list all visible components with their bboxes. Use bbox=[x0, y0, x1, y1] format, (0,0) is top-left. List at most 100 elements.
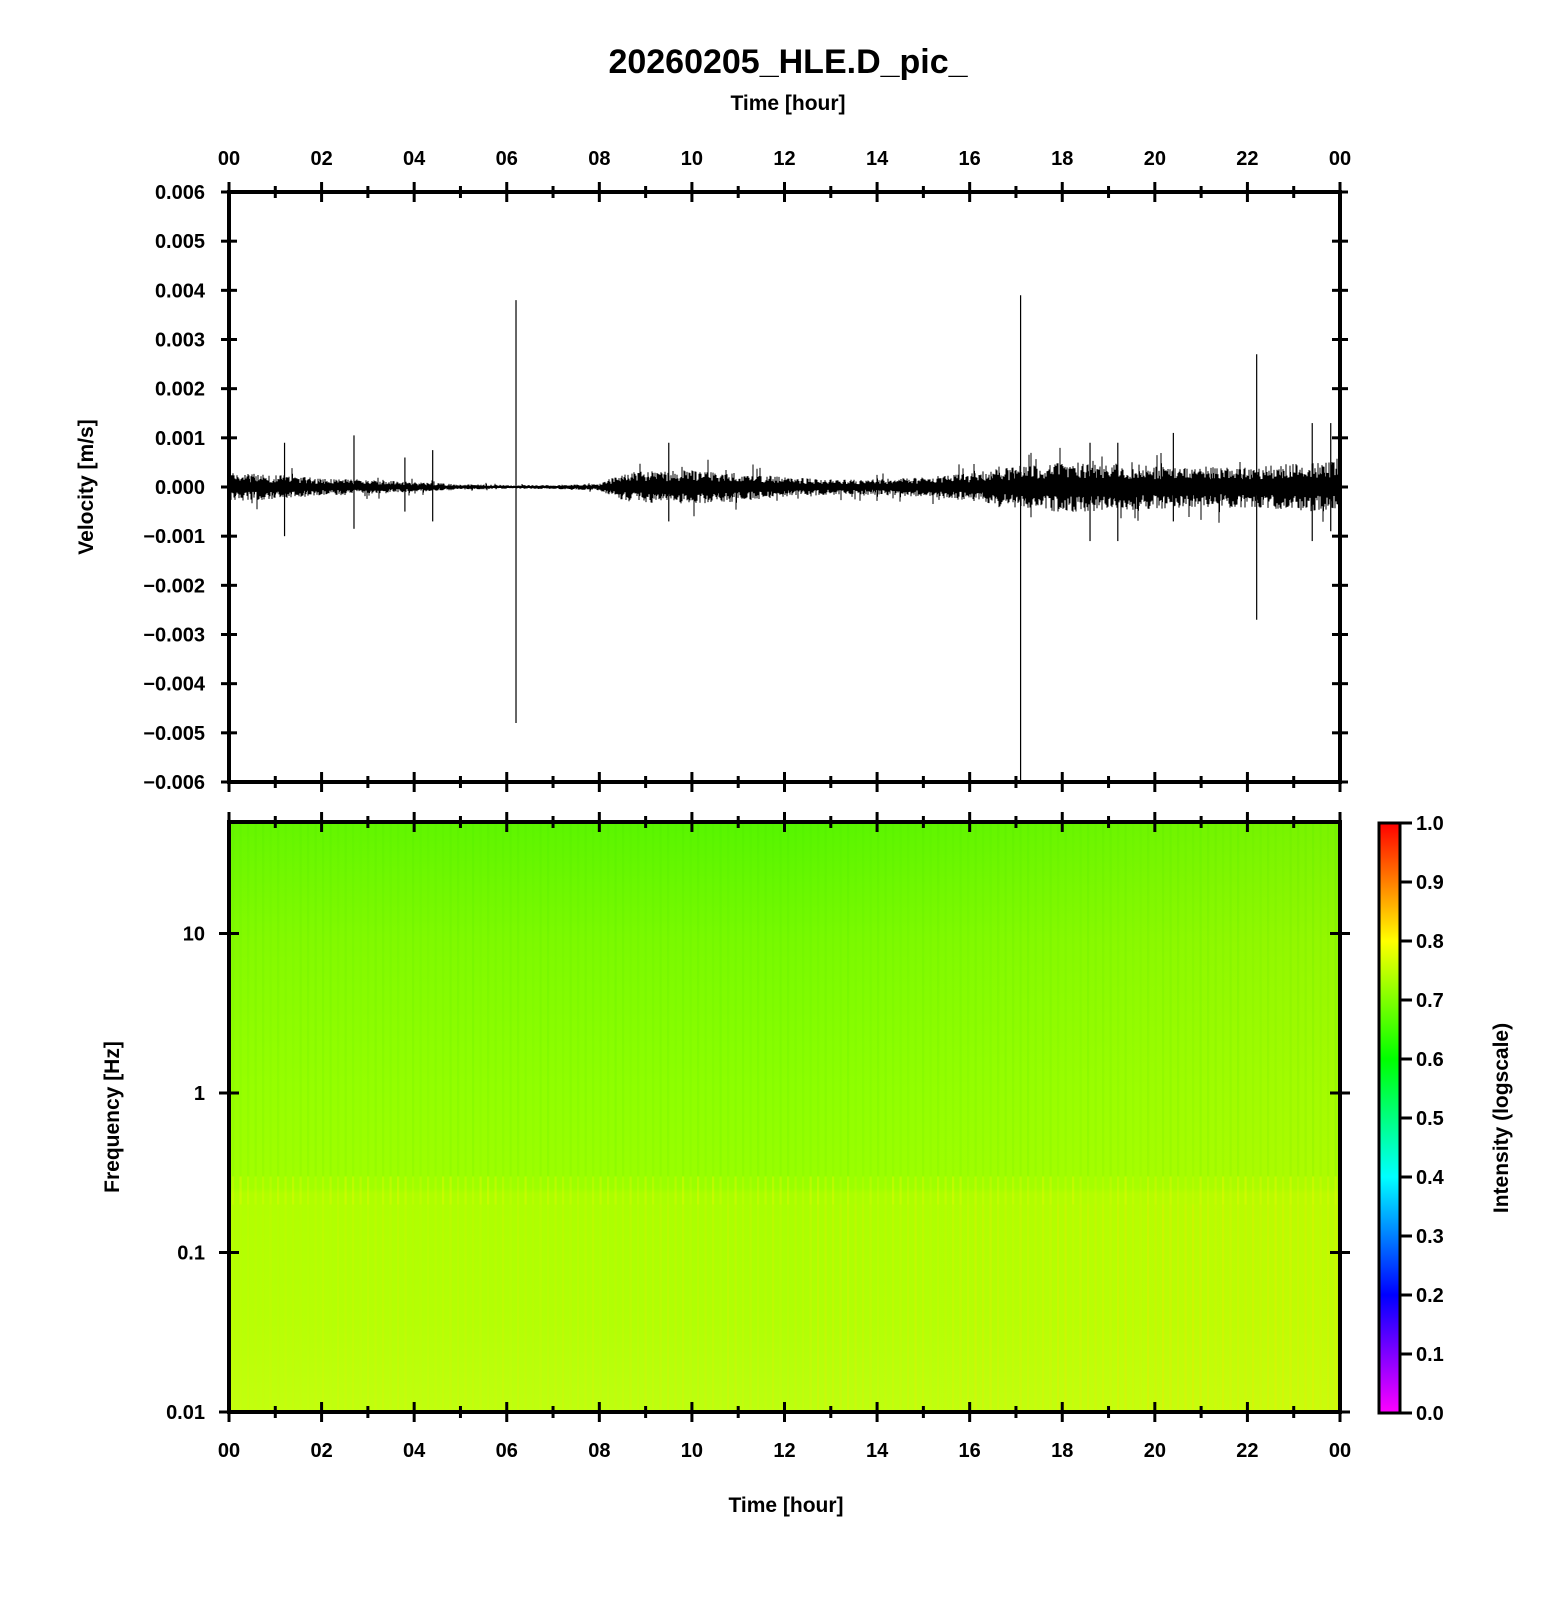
spectrogram-stripe bbox=[247, 822, 250, 1177]
spectrogram-stripe bbox=[434, 1176, 437, 1205]
spectrogram-stripe bbox=[884, 1176, 887, 1205]
spectrogram-stripe bbox=[907, 1176, 910, 1205]
spectrogram-stripe bbox=[1259, 1204, 1262, 1412]
spectrogram-stripe bbox=[1102, 1204, 1105, 1412]
spectrogram-stripe bbox=[569, 1176, 572, 1205]
spectrogram-stripe bbox=[817, 1204, 820, 1412]
spectrogram-stripe bbox=[254, 1204, 257, 1412]
spectrogram-stripe bbox=[614, 1204, 617, 1412]
spectrogram-stripe bbox=[374, 1204, 377, 1412]
spectrogram-stripe bbox=[1162, 822, 1165, 1177]
spectrogram-stripe bbox=[337, 1204, 340, 1412]
y-tick-label: 0.002 bbox=[155, 379, 205, 401]
seismogram-x-ticks: 00 02 04 06 08 10 12 14 16 18 20 22 00 bbox=[218, 148, 1351, 792]
spectrogram-stripe bbox=[742, 1176, 745, 1205]
x-tick-label: 20 bbox=[1144, 148, 1166, 170]
spectrogram-stripe bbox=[1019, 1176, 1022, 1205]
spectrogram-stripe bbox=[742, 1204, 745, 1412]
spectrogram-stripe bbox=[1087, 1204, 1090, 1412]
spectrogram-stripe bbox=[412, 822, 415, 1177]
spectrogram-stripe bbox=[1274, 1176, 1277, 1205]
y-tick-label: 0.1 bbox=[177, 1242, 205, 1264]
spectrogram-stripe bbox=[667, 822, 670, 1177]
spectrogram-stripe bbox=[464, 822, 467, 1177]
spectrogram-stripe bbox=[314, 822, 317, 1177]
spectrogram-texture bbox=[232, 822, 1337, 1412]
spectrogram-stripe bbox=[937, 1204, 940, 1412]
spectrogram-stripe bbox=[1297, 1204, 1300, 1412]
spectrogram-stripe bbox=[262, 1204, 265, 1412]
x-tick-label: 20 bbox=[1144, 1440, 1166, 1462]
spectrogram-stripe bbox=[397, 1204, 400, 1412]
spectrogram-stripe bbox=[952, 1204, 955, 1412]
spectrogram-stripe bbox=[734, 822, 737, 1177]
spectrogram-stripe bbox=[779, 1176, 782, 1205]
spectrogram-stripe bbox=[1199, 1204, 1202, 1412]
spectrogram-stripe bbox=[1132, 1204, 1135, 1412]
spectrogram-stripe bbox=[1289, 1204, 1292, 1412]
spectrogram-stripe bbox=[314, 1176, 317, 1205]
spectrogram-stripe bbox=[952, 1176, 955, 1205]
spectrogram-stripe bbox=[937, 822, 940, 1177]
spectrogram-stripe bbox=[1334, 1176, 1337, 1205]
spectrogram-stripe bbox=[982, 1176, 985, 1205]
spectrogram-stripe bbox=[299, 1204, 302, 1412]
spectrogram-stripe bbox=[1199, 822, 1202, 1177]
spectrogram-stripe bbox=[884, 1204, 887, 1412]
spectrogram-stripe bbox=[1012, 822, 1015, 1177]
spectrogram-stripe bbox=[877, 1176, 880, 1205]
spectrogram-stripe bbox=[1124, 822, 1127, 1177]
spectrogram-stripe bbox=[1109, 1204, 1112, 1412]
spectrogram-stripe bbox=[944, 1204, 947, 1412]
colorbar-tick-label: 0.4 bbox=[1416, 1167, 1445, 1189]
spectrogram-stripe bbox=[284, 1204, 287, 1412]
spectrogram-tint bbox=[229, 822, 1340, 1412]
spectrogram-stripe bbox=[389, 822, 392, 1177]
spectrogram-stripe bbox=[532, 1176, 535, 1205]
spectrogram-stripe bbox=[824, 1176, 827, 1205]
spectrogram-stripe bbox=[389, 1176, 392, 1205]
spectrogram-stripe bbox=[1207, 1204, 1210, 1412]
spectrogram-stripe bbox=[1297, 1176, 1300, 1205]
velocity-trace bbox=[228, 295, 1341, 782]
spectrogram-stripe bbox=[464, 1204, 467, 1412]
x-tick-label: 22 bbox=[1236, 148, 1258, 170]
spectrogram-stripe bbox=[1259, 1176, 1262, 1205]
spectrogram-stripe bbox=[1139, 822, 1142, 1177]
spectrogram-stripe bbox=[929, 1176, 932, 1205]
spectrogram-stripe bbox=[599, 1176, 602, 1205]
spectrogram-stripe bbox=[622, 1176, 625, 1205]
spectrogram-stripe bbox=[487, 822, 490, 1177]
x-tick-label: 00 bbox=[1329, 148, 1351, 170]
spectrogram-stripe bbox=[1327, 1204, 1330, 1412]
spectrogram-stripe bbox=[614, 822, 617, 1177]
spectrogram-stripe bbox=[1267, 822, 1270, 1177]
spectrogram-stripe bbox=[907, 1204, 910, 1412]
spectrogram-stripe bbox=[1244, 1176, 1247, 1205]
colorbar-tick-label: 1.0 bbox=[1416, 813, 1444, 835]
spectrogram-stripe bbox=[674, 1176, 677, 1205]
spectrogram-stripe bbox=[757, 1204, 760, 1412]
spectrogram-stripe bbox=[794, 822, 797, 1177]
colorbar-tick-label: 0.6 bbox=[1416, 1049, 1444, 1071]
x-tick-label: 00 bbox=[1329, 1440, 1351, 1462]
spectrogram-stripe bbox=[1087, 822, 1090, 1177]
spectrogram-stripe bbox=[472, 822, 475, 1177]
spectrogram-stripe bbox=[404, 1204, 407, 1412]
spectrogram-stripe bbox=[727, 822, 730, 1177]
x-tick-label: 14 bbox=[866, 1440, 889, 1462]
spectrogram-stripe bbox=[1004, 822, 1007, 1177]
spectrogram-stripe bbox=[1049, 1176, 1052, 1205]
spectrogram-stripe bbox=[1109, 822, 1112, 1177]
spectrogram-stripe bbox=[592, 822, 595, 1177]
spectrogram-stripe bbox=[434, 1204, 437, 1412]
spectrogram-stripe bbox=[899, 1204, 902, 1412]
y-tick-label: −0.001 bbox=[143, 526, 205, 548]
spectrogram-stripe bbox=[607, 1176, 610, 1205]
spectrogram-stripe bbox=[967, 822, 970, 1177]
spectrogram-stripe bbox=[539, 1204, 542, 1412]
spectrogram-stripe bbox=[479, 1176, 482, 1205]
spectrogram-stripe bbox=[254, 822, 257, 1177]
spectrogram-stripe bbox=[352, 822, 355, 1177]
spectrogram-stripe bbox=[472, 1204, 475, 1412]
